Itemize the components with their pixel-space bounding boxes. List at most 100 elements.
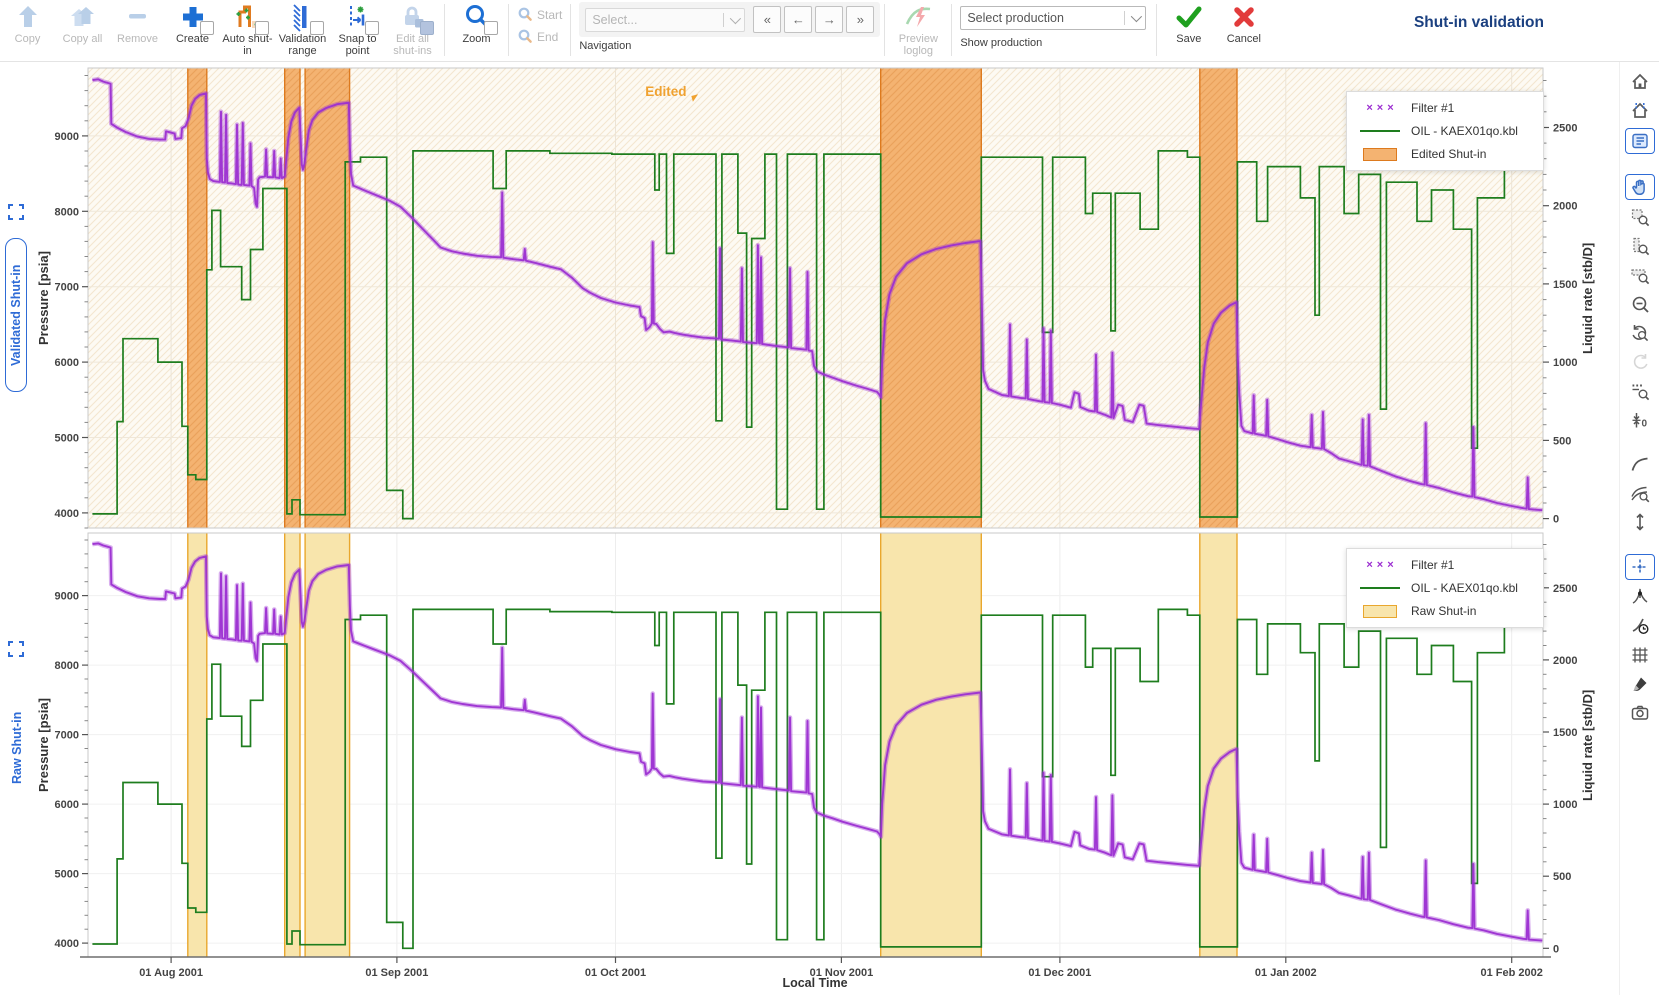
shutin-select-placeholder: Select... (592, 12, 638, 27)
save-button[interactable]: Save (1161, 2, 1216, 45)
edit-all-shut-ins-button: Edit all shut-ins (385, 2, 440, 57)
legend-validated: × × × Filter #1 OIL - KAEX01qo.kbl Edited Shu… (1346, 91, 1544, 171)
legend-toggle-button[interactable] (1624, 128, 1655, 154)
production-select-dropdown[interactable]: Select production (960, 6, 1147, 30)
zoom-points-icon (1632, 384, 1649, 401)
snap-to-point-button[interactable]: Snap to point (330, 2, 385, 57)
snap-point-icon (341, 2, 379, 35)
toolbar-separator (570, 4, 572, 56)
time-window-icon (1632, 618, 1649, 635)
snap-to-point-checkbox[interactable] (364, 21, 379, 35)
snap-marker-button[interactable] (1626, 585, 1654, 609)
legend-item: Raw Shut-in (1357, 604, 1533, 618)
preview-loglog-icon (901, 2, 935, 32)
expand-validated-panel-icon[interactable] (8, 204, 24, 220)
auto-shutin-icon (231, 2, 269, 35)
legend-marker-line (1357, 587, 1403, 589)
reset-zero-button[interactable]: 0 (1626, 408, 1654, 432)
zoom-label: Zoom (462, 33, 491, 45)
style-brush-button[interactable] (1626, 672, 1654, 696)
navigation-arrow-last-button[interactable]: » (846, 6, 875, 33)
fit-vertical-icon (1635, 513, 1644, 531)
navigation-arrow-next-button[interactable]: → (815, 6, 844, 33)
pressure-tick-label: 6000 (55, 357, 79, 369)
panel-validated: 4000 5000 6000 7000 8000 9000 0 500 1000 1500 2000… (55, 67, 1577, 529)
zoom-vertical-icon (1632, 237, 1649, 256)
shutin-band[interactable] (284, 533, 300, 957)
create-button[interactable]: Create (165, 2, 220, 57)
grid-toggle-button[interactable] (1626, 643, 1654, 667)
home-reset-icon (1631, 102, 1648, 118)
curve-zoom-button[interactable] (1626, 481, 1654, 505)
legend-marker-line (1357, 130, 1403, 132)
remove-button: Remove (110, 2, 165, 57)
navigation-arrows: «← →» (753, 6, 875, 33)
preview-loglog-label: Preview loglog (898, 33, 938, 57)
x-tick-label: 01 Feb 2002 (1481, 967, 1543, 979)
navigate-start-end-group: Start End (513, 4, 566, 48)
toolbar-separator (951, 4, 953, 56)
auto-shut-in-button[interactable]: Auto shut-in (220, 2, 275, 57)
expand-raw-panel-icon[interactable] (8, 641, 24, 657)
x-tick-label: 01 Oct 2001 (585, 967, 646, 979)
zoom-undo-button[interactable] (1626, 321, 1654, 345)
save-check-icon (1172, 2, 1206, 32)
edited-annotation[interactable]: Edited (645, 84, 687, 99)
validated-shut-in-panel-label: Validated Shut-in (5, 238, 27, 392)
pan-hand-button[interactable] (1624, 174, 1655, 200)
navigation-arrow-prev-button[interactable]: ← (784, 6, 813, 33)
edit-all-shut-ins-checkbox[interactable] (419, 21, 434, 35)
shutin-band[interactable] (187, 533, 207, 957)
production-select-placeholder: Select production (967, 11, 1064, 25)
zoom-points-button[interactable] (1626, 379, 1654, 403)
legend-toggle-icon (1631, 133, 1648, 149)
snap-marker-icon (1632, 588, 1647, 604)
pressure-tick-label: 8000 (55, 660, 79, 672)
shutin-band[interactable] (1199, 533, 1237, 957)
legend-raw: × × × Filter #1 OIL - KAEX01qo.kbl Raw Shut-i… (1346, 548, 1544, 628)
zoom-box-button[interactable] (1626, 205, 1654, 229)
shutin-band[interactable] (305, 533, 350, 957)
rate-tick-label: 1500 (1553, 727, 1577, 739)
validation-range-icon (286, 2, 324, 35)
legend-label: Edited Shut-in (1411, 147, 1487, 161)
zoom-vertical-button[interactable] (1626, 234, 1654, 258)
shutin-band[interactable] (880, 533, 982, 957)
loglog-view-button[interactable] (1626, 452, 1654, 476)
x-tick-label: 01 Sep 2001 (365, 967, 428, 979)
snap-to-point-label: Snap to point (338, 33, 377, 57)
pressure-axis-title-bottom: Pressure [psia] (36, 698, 51, 792)
rate-tick-label: 2000 (1553, 655, 1577, 667)
home-button[interactable] (1626, 70, 1654, 94)
validation-range-button[interactable]: Validation range (275, 2, 330, 57)
charts-region[interactable]: 4000 5000 6000 7000 8000 9000 0 500 1000 1500 2000… (0, 62, 1619, 995)
zoom-horizontal-button[interactable] (1626, 263, 1654, 287)
legend-label: OIL - KAEX01qo.kbl (1411, 581, 1518, 595)
crosshair-button[interactable] (1624, 554, 1655, 580)
snapshot-camera-button[interactable] (1626, 701, 1654, 725)
time-window-button[interactable] (1626, 614, 1654, 638)
zoom-checkbox[interactable] (483, 21, 498, 35)
auto-shut-in-checkbox[interactable] (254, 21, 269, 35)
lock-icon (396, 2, 434, 35)
zoom-redo-button[interactable] (1626, 350, 1654, 374)
home-icon (1631, 73, 1648, 89)
chart-tool-rail: 0 (1619, 62, 1659, 995)
reset-zero-icon: 0 (1632, 413, 1647, 430)
legend-item: Edited Shut-in (1357, 147, 1533, 161)
validation-range-label: Validation range (278, 33, 327, 57)
shutin-select-dropdown: Select... (585, 7, 746, 32)
create-checkbox[interactable] (199, 21, 214, 35)
validation-range-checkbox[interactable] (309, 21, 324, 35)
fit-vertical-button[interactable] (1626, 510, 1654, 534)
navigation-arrow-first-button[interactable]: « (753, 6, 782, 33)
pressure-series (92, 78, 1543, 512)
zoom-out-button[interactable] (1626, 292, 1654, 316)
rate-axis-title-bottom: Liquid rate [stb/D] (1580, 689, 1595, 801)
home-reset-button[interactable] (1626, 99, 1654, 123)
chevron-down-icon (730, 12, 742, 24)
legend-item: OIL - KAEX01qo.kbl (1357, 124, 1533, 138)
cancel-button[interactable]: Cancel (1216, 2, 1271, 45)
pressure-tick-label: 9000 (55, 131, 79, 143)
zoom-button[interactable]: Zoom (449, 2, 504, 57)
